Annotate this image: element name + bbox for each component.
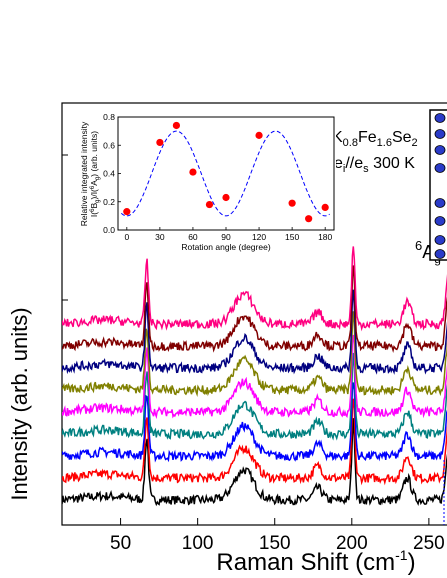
- x-tick-label: 50: [110, 533, 131, 554]
- spectrum-line: [62, 289, 447, 375]
- legend-marker: [434, 249, 446, 259]
- spectrum-line: [62, 418, 447, 507]
- inset-x-tick-label: 120: [252, 232, 266, 242]
- spectrum-line: [62, 334, 447, 420]
- x-axis-ticks: 50 100 150 200 250: [110, 518, 445, 554]
- inset-y-tick-label: 0.2: [103, 197, 115, 207]
- legend-marker: [434, 145, 446, 155]
- inset-x-tick-label: 0: [124, 232, 129, 242]
- inset-data-point: [123, 208, 131, 216]
- x-axis-title: Raman Shift (cm-1): [216, 547, 415, 576]
- sample-formula: K0.8Fe1.6Se2: [332, 129, 418, 149]
- spectra-group: [62, 246, 447, 507]
- inset-x-tick-label: 180: [318, 232, 332, 242]
- polarization-label: ei//es 300 K: [334, 155, 415, 175]
- inset-fit-curve: [120, 130, 330, 217]
- spectrum-line: [62, 311, 447, 397]
- x-tick-label: 150: [259, 533, 291, 554]
- inset-data-point: [222, 193, 230, 202]
- y-axis-title: Intensity (arb. units): [7, 307, 32, 500]
- spectrum-line: [62, 265, 447, 353]
- spectrum-line: [62, 246, 447, 332]
- inset-data-point: [288, 199, 296, 207]
- inset-y-tick-label: 0.4: [103, 169, 115, 179]
- legend-marker: [434, 235, 446, 245]
- spectrum-line: [62, 398, 447, 486]
- inset-y-title-line1: Relative integrated intensity: [79, 121, 89, 226]
- inset-y-tick-label: 0.6: [103, 140, 115, 150]
- inset-x-tick-label: 150: [285, 232, 299, 242]
- legend-marker: [434, 163, 446, 173]
- inset-y-title-line2: I(6Bg)/I(6Ag) (arb. units): [89, 131, 101, 217]
- spectrum-line: [62, 382, 447, 463]
- inset-x-title: Rotation angle (degree): [181, 242, 270, 252]
- x-tick-label: 100: [182, 533, 214, 554]
- legend-marker: [434, 129, 446, 139]
- inset-data-point: [321, 203, 329, 211]
- inset-plot: 0 30 60 90 120 150 180 0.0 0.2 0.4 0.6 0.8 Rotation…: [74, 106, 336, 253]
- inset-data-point: [189, 168, 197, 176]
- x-tick-label: 250: [413, 533, 445, 554]
- inset-data-point: [305, 215, 313, 223]
- legend-marker: [434, 198, 446, 208]
- legend: [429, 109, 447, 261]
- inset-x-tick-label: 30: [155, 232, 165, 242]
- inset-x-tick-label: 90: [221, 232, 231, 242]
- inset-y-tick-label: 0.0: [103, 225, 115, 235]
- inset-x-tick-label: 60: [188, 232, 198, 242]
- inset-data-point: [156, 138, 164, 147]
- inset-data-point: [255, 131, 263, 139]
- x-tick-label: 200: [336, 533, 368, 554]
- inset-y-tick-label: 0.8: [103, 112, 115, 122]
- spectrum-line: [62, 352, 447, 441]
- legend-marker: [434, 216, 446, 226]
- plot-frame: [61, 102, 447, 526]
- inset-data-point: [205, 200, 214, 209]
- inset-data-point: [172, 121, 181, 130]
- legend-marker: [434, 113, 446, 123]
